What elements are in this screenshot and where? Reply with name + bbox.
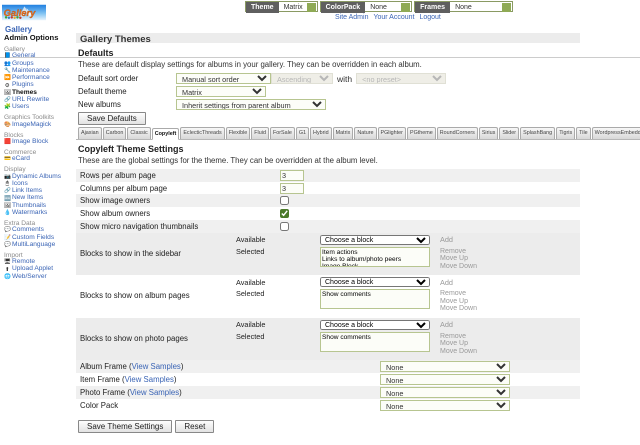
svg-text:Gallery: Gallery: [4, 8, 37, 18]
